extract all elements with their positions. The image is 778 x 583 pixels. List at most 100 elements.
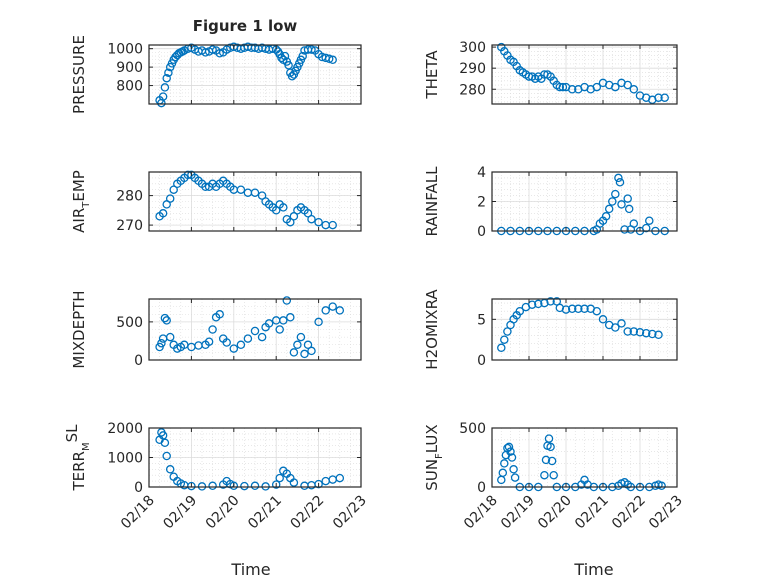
data-point	[598, 315, 608, 324]
y-axis-label-part: H2OMIXRA	[423, 289, 441, 370]
y-axis-label-part: RAINFALL	[423, 166, 441, 237]
x-tick-label: 02/22	[609, 493, 649, 533]
y-axis-label-part: LUX	[423, 424, 441, 453]
data-point	[187, 481, 196, 491]
data-point	[498, 468, 508, 478]
data-point	[328, 220, 337, 230]
data-point	[335, 473, 345, 483]
data-point	[236, 185, 246, 194]
x-tick-label: 02/18	[461, 493, 501, 533]
y-tick-label: 270	[116, 218, 143, 234]
data-point	[307, 346, 316, 356]
data-point	[654, 330, 663, 340]
y-axis-label-part: F	[434, 453, 445, 459]
data-point	[541, 455, 551, 465]
data-point	[567, 85, 577, 94]
y-axis-label: H2OMIXRA	[423, 289, 441, 370]
data-point	[201, 48, 210, 57]
subplot-2: 280 290 300 THETA	[423, 40, 678, 105]
data-point	[558, 82, 568, 92]
data-point	[580, 304, 589, 314]
y-tick-label: 1000	[107, 451, 143, 467]
y-tick-label: 500	[116, 315, 143, 331]
y-axis-label: RAINFALL	[423, 166, 441, 237]
data-point	[279, 316, 288, 325]
y-tick-label: 2000	[107, 421, 143, 437]
data-point	[160, 438, 170, 448]
data-point	[314, 317, 323, 327]
y-axis-label-part: AIR	[70, 208, 88, 233]
data-point	[197, 482, 207, 491]
y-tick-label: 280	[116, 189, 143, 205]
y-tick-label: 0	[134, 480, 143, 496]
data-point	[629, 327, 639, 336]
y-axis-label-part: M	[81, 442, 92, 451]
y-axis-label-part: MIXDEPTH	[70, 290, 88, 368]
data-point	[509, 465, 518, 474]
y-axis-label-part: SUN	[423, 459, 441, 491]
x-tick-label: 02/21	[245, 493, 285, 533]
data-point	[629, 85, 639, 94]
y-axis-label-part: PRESSURE	[70, 35, 88, 114]
data-point	[321, 306, 330, 315]
data-point	[592, 306, 602, 316]
data-point	[157, 338, 166, 348]
data-point	[158, 209, 168, 218]
data-point	[275, 473, 284, 483]
data-point	[158, 92, 168, 101]
data-point	[160, 83, 170, 92]
data-point	[169, 185, 178, 194]
x-tick-label: 02/19	[498, 493, 538, 533]
y-tick-label: 2	[477, 195, 486, 211]
data-point	[300, 349, 309, 359]
data-point	[510, 473, 520, 482]
data-point	[204, 337, 214, 346]
y-tick-label: 1000	[107, 42, 143, 58]
data-point	[611, 323, 620, 332]
data-point	[660, 93, 669, 102]
y-axis-label-part: T	[81, 201, 92, 209]
data-point	[657, 481, 666, 491]
subplot-7: 0 1000 2000 02/18 02/19 02/20 02/21 02/22 02/23 T…	[63, 421, 370, 532]
y-tick-label: 0	[477, 353, 486, 369]
subplot-6: 0 5 H2OMIXRA	[423, 289, 678, 370]
x-tick-label: 02/18	[118, 493, 158, 533]
data-point	[497, 343, 506, 353]
data-point	[645, 216, 654, 225]
data-point	[303, 340, 313, 350]
y-axis-label-part: TERR	[70, 451, 88, 492]
data-point	[623, 80, 632, 90]
axes-box	[491, 298, 678, 361]
data-point	[208, 325, 217, 334]
subplot-4: 0 2 4 RAINFALL	[423, 165, 678, 240]
y-tick-label: 280	[459, 82, 486, 98]
x-tick-label: 02/20	[535, 493, 575, 533]
data-point	[208, 481, 217, 491]
subplot-1: 800 900 1000 PRESSURE	[70, 35, 362, 114]
subplot-3: 270 280 AIRTEMP	[70, 170, 362, 234]
axes-box	[148, 171, 362, 232]
data-point	[544, 434, 554, 443]
axes-box	[148, 298, 362, 361]
y-tick-label: 5	[477, 312, 486, 328]
axes-box	[148, 44, 362, 105]
data-point	[500, 459, 509, 468]
data-point	[629, 219, 639, 228]
data-point	[275, 325, 284, 334]
y-tick-label: 300	[459, 40, 486, 56]
subplot-5: 0 500 MIXDEPTH	[70, 290, 362, 369]
data-point	[635, 328, 645, 337]
x-axis-label-left: Time	[230, 560, 270, 579]
y-axis-label-part: THETA	[423, 50, 441, 100]
data-point	[324, 54, 334, 64]
data-point	[515, 306, 525, 316]
data-point	[601, 212, 611, 221]
data-point	[229, 344, 239, 353]
data-point	[194, 341, 203, 350]
data-point	[608, 197, 617, 206]
data-point	[243, 334, 253, 343]
data-point	[289, 478, 299, 487]
y-tick-label: 900	[116, 60, 143, 76]
subplot-grid: 800 900 1000 PRESSURE 280 290 300 THETA 270 280 AI…	[63, 35, 686, 532]
